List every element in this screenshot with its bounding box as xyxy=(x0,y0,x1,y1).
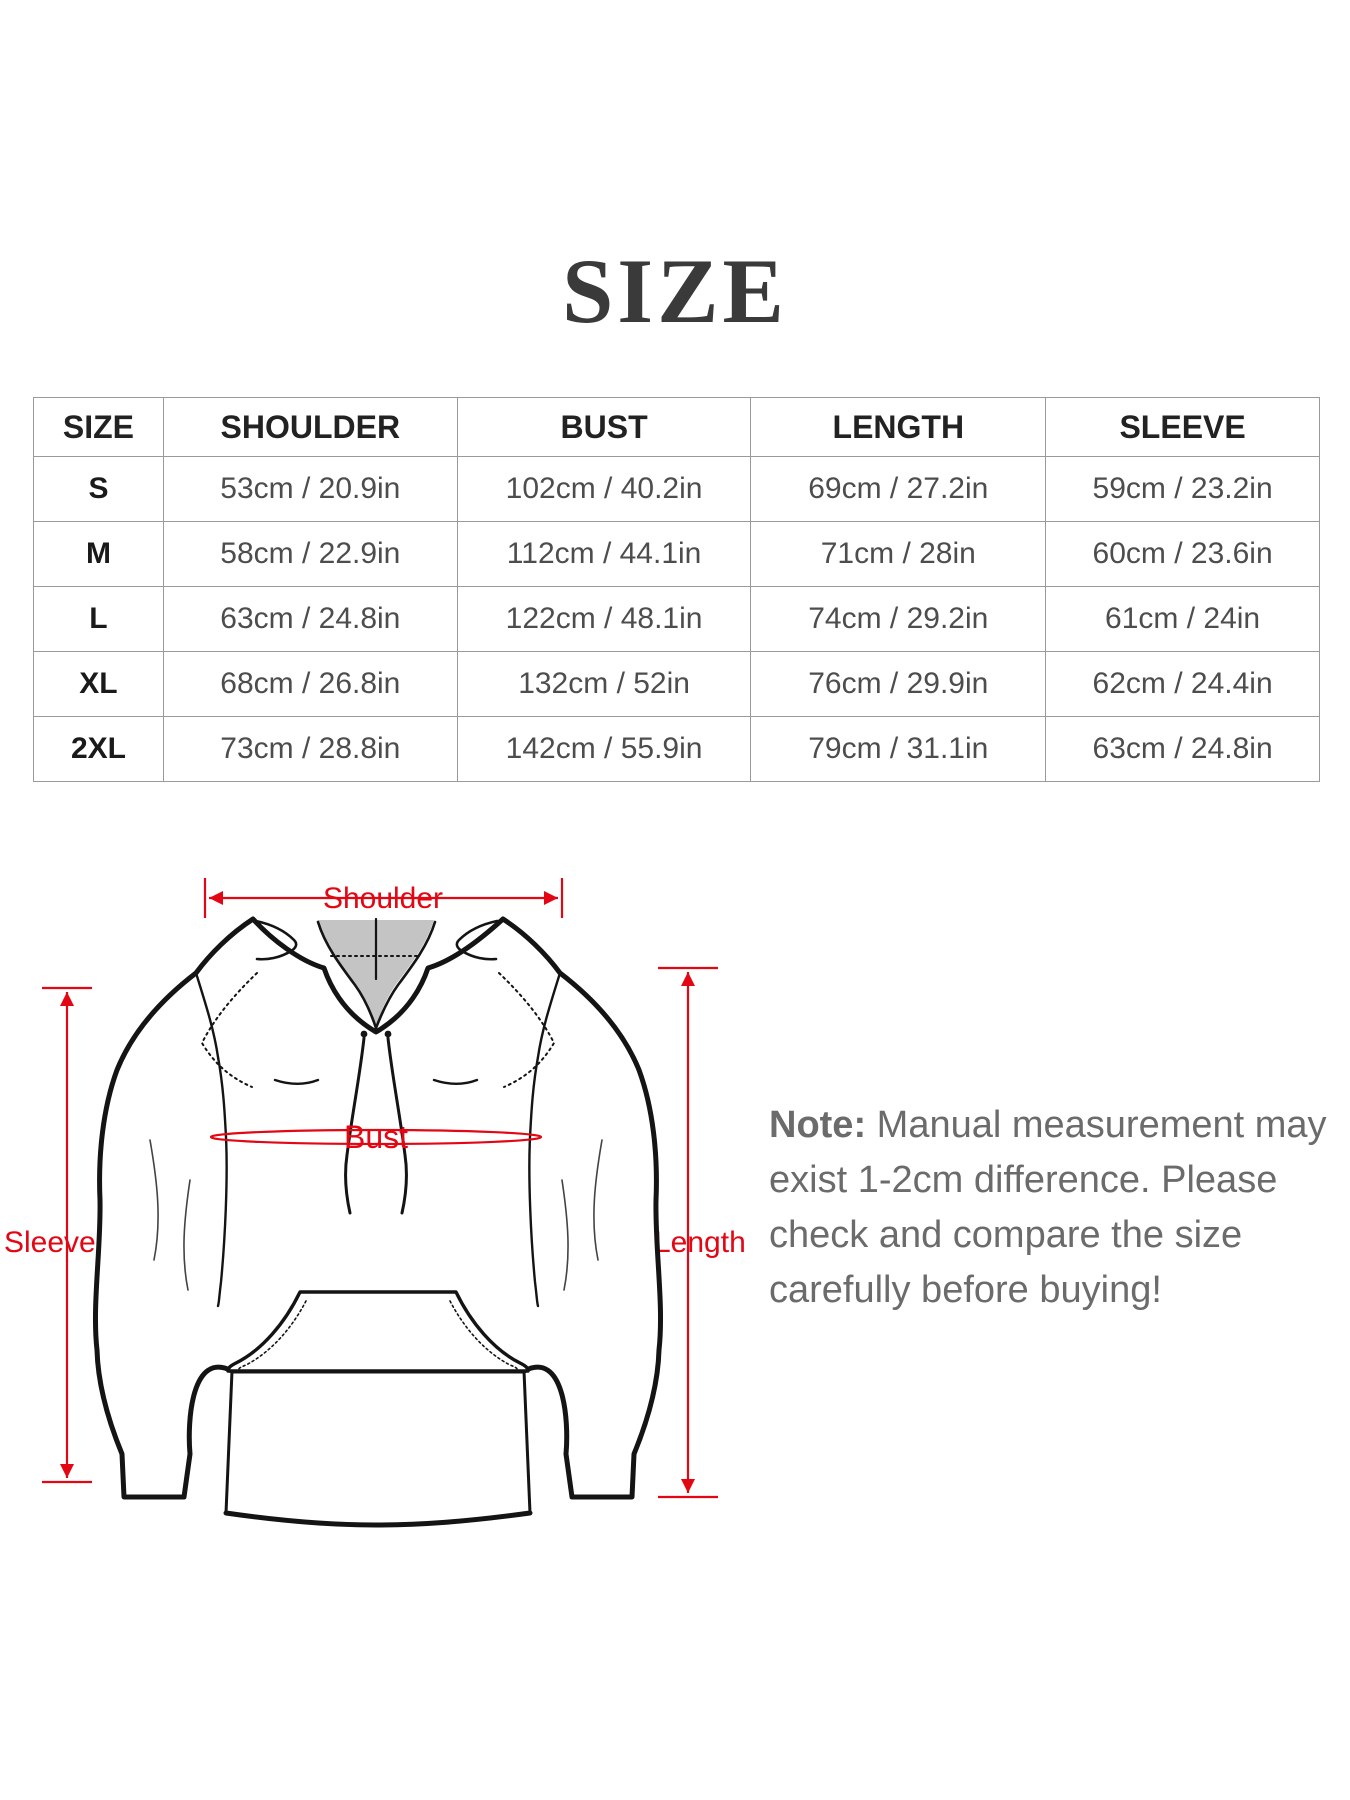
svg-text:Sleeve: Sleeve xyxy=(4,1226,96,1259)
svg-text:Bust: Bust xyxy=(344,1119,408,1155)
svg-text:Shoulder: Shoulder xyxy=(323,882,443,915)
svg-text:Length: Length xyxy=(654,1226,746,1259)
